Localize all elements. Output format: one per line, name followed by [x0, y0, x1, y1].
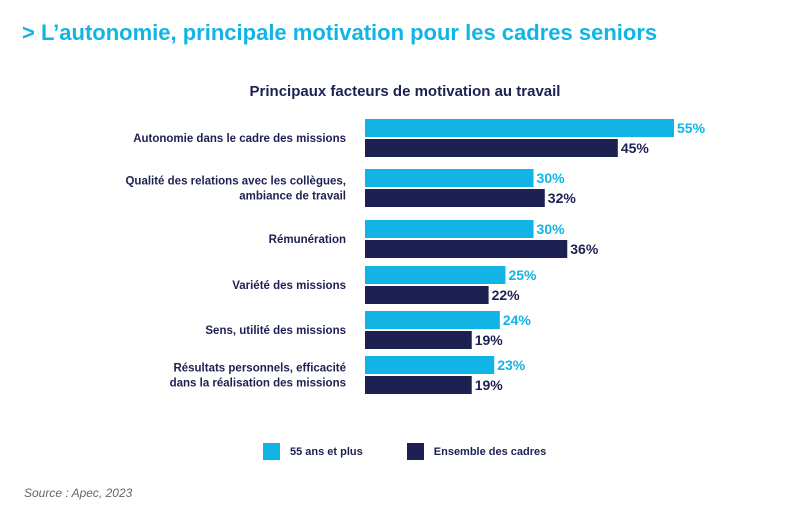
bar-seniors: [365, 266, 506, 284]
data-label: 23%: [497, 357, 526, 373]
data-label: 19%: [475, 332, 504, 348]
bar-seniors: [365, 311, 500, 329]
bar-seniors: [365, 169, 534, 187]
chart-title: Principaux facteurs de motivation au tra…: [249, 83, 561, 100]
bar-seniors: [365, 220, 534, 238]
bar-all-cadres: [365, 286, 489, 304]
category-label: Résultats personnels, efficacité: [173, 363, 346, 375]
legend-label-seniors: 55 ans et plus: [290, 445, 363, 458]
bar-all-cadres: [365, 376, 472, 394]
data-label: 36%: [570, 241, 599, 257]
chart-legend: 55 ans et plus Ensemble des cadres: [263, 443, 590, 460]
data-label: 55%: [677, 120, 706, 136]
source-note: Source : Apec, 2023: [24, 486, 133, 500]
data-label: 19%: [475, 377, 504, 393]
data-label: 24%: [503, 312, 532, 328]
bar-seniors: [365, 119, 674, 137]
data-label: 30%: [537, 221, 566, 237]
bar-all-cadres: [365, 331, 472, 349]
category-label: Variété des missions: [232, 280, 346, 292]
legend-swatch-seniors: [263, 443, 280, 460]
category-label: Autonomie dans le cadre des missions: [133, 133, 346, 145]
legend-item-all: Ensemble des cadres: [406, 443, 547, 460]
category-label: Rémunération: [269, 234, 346, 246]
bar-all-cadres: [365, 189, 545, 207]
data-label: 45%: [621, 140, 650, 156]
legend-item-seniors: 55 ans et plus: [263, 443, 363, 460]
page-title: > L’autonomie, principale motivation pou…: [22, 20, 658, 45]
category-label: dans la réalisation des missions: [170, 378, 346, 390]
data-label: 32%: [548, 190, 577, 206]
category-label: ambiance de travail: [239, 191, 346, 203]
category-label: Sens, utilité des missions: [205, 325, 346, 337]
category-label: Qualité des relations avec les collègues…: [125, 176, 346, 188]
bar-all-cadres: [365, 139, 618, 157]
bar-seniors: [365, 356, 495, 374]
data-label: 25%: [508, 267, 537, 283]
legend-swatch-all: [406, 443, 424, 460]
data-label: 30%: [537, 170, 566, 186]
bar-all-cadres: [365, 240, 568, 258]
data-label: 22%: [492, 287, 521, 303]
legend-label-all: Ensemble des cadres: [433, 445, 547, 458]
